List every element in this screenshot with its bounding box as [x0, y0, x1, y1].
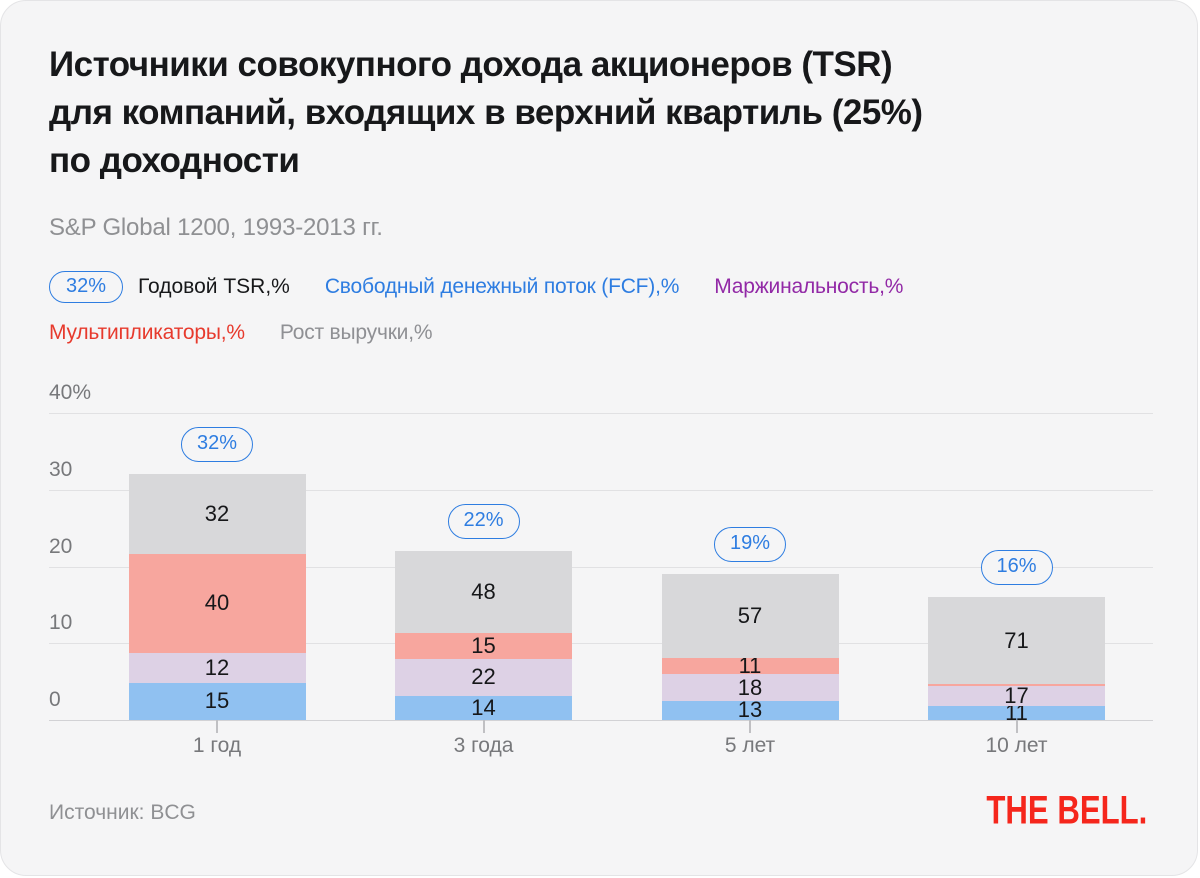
segment-value-label: 32	[204, 501, 230, 527]
segment-value-label: 18	[737, 674, 763, 700]
tsr-badge: 22%	[447, 504, 520, 540]
segment-value-label: 13	[737, 697, 763, 723]
title-line-1: Источники совокупного дохода акционеров …	[49, 45, 893, 84]
y-axis-label: 20	[49, 534, 73, 558]
x-axis-label: 5 лет	[724, 734, 776, 757]
segment-value-label: 15	[471, 632, 496, 658]
bar-segment	[661, 574, 839, 659]
x-axis-label: 3 года	[453, 734, 514, 757]
tsr-badge: 32%	[180, 427, 254, 463]
bar-segment	[128, 682, 306, 720]
segment-value-label: 11	[1005, 700, 1028, 726]
legend-item-fcf: Свободный денежный поток (FCF),%	[324, 275, 680, 298]
segment-value-label: 12	[204, 654, 230, 680]
bar-segment	[395, 551, 572, 633]
segment-value-label: 22	[471, 664, 496, 690]
tsr-legend-label: Годовой TSR,%	[138, 275, 290, 298]
y-axis-label: 30	[49, 457, 73, 481]
legend-row-1: 32% Годовой TSR,% Свободный денежный пот…	[49, 269, 903, 305]
y-axis-label: 40%	[49, 381, 92, 404]
x-axis-tick	[1015, 720, 1018, 733]
x-axis-tick	[482, 720, 485, 733]
bar-segment	[661, 700, 839, 720]
legend-row-2: Мультипликаторы,% Рост выручки,%	[49, 318, 433, 348]
bar-segment	[128, 553, 306, 653]
gridline	[49, 413, 1153, 414]
tsr-sample-pill: 32%	[49, 271, 124, 303]
gridline	[49, 643, 1153, 645]
segment-value-label: 48	[471, 579, 496, 605]
bar-segment	[395, 633, 572, 659]
y-axis-label: 10	[49, 611, 73, 635]
title-line-3: по доходности	[49, 141, 300, 180]
bar-segment	[928, 706, 1105, 720]
gridline	[49, 489, 1153, 491]
segment-value-label: 14	[471, 695, 496, 721]
bar-segment	[928, 685, 1105, 707]
segment-value-label: 57	[737, 603, 763, 629]
chart-subtitle: S&P Global 1200, 1993-2013 гг.	[49, 214, 383, 241]
x-axis-label: 1 год	[192, 734, 242, 757]
tsr-badge: 16%	[980, 550, 1053, 586]
bar-segment	[395, 658, 572, 697]
tsr-badge: 19%	[713, 527, 787, 563]
segment-value-label: 40	[204, 590, 230, 616]
y-axis-label: 0	[49, 688, 61, 711]
page-title: Источники совокупного дохода акционеров …	[49, 41, 1159, 185]
segment-value-label: 71	[1004, 627, 1029, 653]
bar-segment	[128, 474, 306, 554]
x-axis-label: 10 лет	[985, 734, 1048, 757]
segment-value-label: 11	[738, 653, 762, 679]
x-axis-line	[49, 720, 1153, 721]
title-line-2: для компаний, входящих в верхний квартил…	[49, 93, 923, 132]
legend-item-multiples: Мультипликаторы,%	[49, 321, 245, 344]
x-axis-tick	[216, 720, 218, 733]
segment-value-label: 15	[204, 688, 230, 714]
legend-item-margin: Маржинальность,%	[714, 275, 904, 298]
bar-segment	[395, 696, 572, 720]
bar-segment	[661, 658, 839, 675]
source-credit: Источник: BCG	[49, 801, 196, 824]
tsr-legend-group: 32% Годовой TSR,%	[49, 271, 290, 303]
gridline	[49, 566, 1153, 568]
segment-value-label: 17	[1004, 683, 1029, 709]
legend-item-revenue-growth: Рост выручки,%	[279, 321, 433, 344]
bar-segment	[661, 674, 839, 701]
the-bell-logo: THE BELL.	[986, 788, 1147, 834]
bar-segment	[928, 684, 1105, 686]
x-axis-tick	[749, 720, 751, 733]
bar-segment	[128, 653, 306, 683]
bar-segment	[928, 597, 1105, 685]
